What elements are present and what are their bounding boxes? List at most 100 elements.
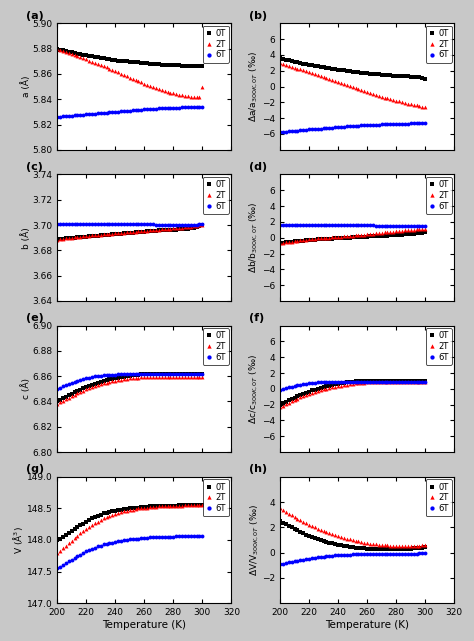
2T: [382, 229, 387, 237]
X-axis label: Temperature (K): Temperature (K): [325, 620, 409, 630]
Line: 0T: 0T: [278, 56, 427, 81]
0T: [197, 370, 202, 378]
0T: [86, 233, 92, 240]
0T: [54, 536, 60, 544]
6T: [422, 378, 428, 386]
6T: [98, 372, 103, 379]
6T: [86, 374, 92, 381]
X-axis label: Temperature (K): Temperature (K): [102, 620, 186, 630]
2T: [197, 373, 202, 381]
Legend: 0T, 2T, 6T: 0T, 2T, 6T: [203, 328, 229, 365]
6T: [173, 532, 179, 540]
6T: [81, 220, 86, 228]
Line: 2T: 2T: [55, 503, 204, 554]
0T: [147, 370, 153, 378]
6T: [327, 221, 332, 228]
2T: [309, 389, 315, 397]
2T: [54, 236, 60, 244]
2T: [150, 373, 156, 381]
2T: [159, 226, 164, 233]
2T: [86, 232, 92, 240]
Line: 0T: 0T: [55, 503, 204, 542]
2T: [277, 403, 283, 411]
2T: [382, 541, 387, 549]
Line: 6T: 6T: [55, 534, 204, 570]
6T: [162, 370, 167, 378]
0T: [150, 227, 156, 235]
0T: [419, 74, 425, 81]
Text: (b): (b): [248, 11, 267, 21]
2T: [422, 225, 428, 233]
2T: [200, 501, 205, 508]
2T: [373, 229, 379, 237]
6T: [150, 533, 156, 541]
6T: [385, 222, 391, 229]
0T: [159, 503, 164, 510]
0T: [197, 501, 202, 508]
0T: [153, 370, 159, 378]
2T: [324, 385, 329, 392]
0T: [159, 226, 164, 234]
2T: [150, 226, 156, 234]
6T: [324, 221, 329, 228]
6T: [171, 221, 176, 229]
0T: [373, 71, 379, 78]
6T: [321, 378, 327, 386]
2T: [98, 516, 103, 524]
0T: [324, 538, 329, 545]
Legend: 0T, 2T, 6T: 0T, 2T, 6T: [426, 479, 452, 516]
2T: [101, 379, 107, 387]
Y-axis label: Δc/c$_{300K,0T}$ (‰): Δc/c$_{300K,0T}$ (‰): [248, 354, 261, 424]
Text: (f): (f): [248, 313, 264, 323]
2T: [101, 515, 107, 522]
2T: [98, 380, 103, 388]
2T: [86, 57, 92, 65]
2T: [385, 378, 391, 386]
Y-axis label: ΔV/V$_{300K,0T}$ (‰): ΔV/V$_{300K,0T}$ (‰): [248, 504, 261, 576]
2T: [159, 86, 164, 94]
Line: 6T: 6T: [278, 551, 427, 566]
2T: [419, 378, 425, 386]
6T: [277, 128, 283, 136]
2T: [373, 91, 379, 99]
6T: [376, 222, 382, 229]
0T: [309, 62, 315, 69]
2T: [373, 378, 379, 386]
2T: [150, 83, 156, 91]
6T: [422, 119, 428, 127]
0T: [54, 236, 60, 244]
Line: 0T: 0T: [55, 372, 204, 403]
Y-axis label: Δb/b$_{300K,0T}$ (‰): Δb/b$_{300K,0T}$ (‰): [248, 202, 261, 273]
2T: [277, 504, 283, 512]
6T: [373, 121, 379, 128]
2T: [321, 527, 327, 535]
6T: [324, 553, 329, 560]
6T: [324, 124, 329, 132]
0T: [321, 383, 327, 391]
0T: [150, 503, 156, 510]
2T: [277, 239, 283, 247]
6T: [309, 126, 315, 133]
2T: [101, 62, 107, 70]
Line: 2T: 2T: [55, 375, 204, 406]
6T: [197, 370, 202, 378]
0T: [324, 235, 329, 243]
2T: [153, 373, 159, 381]
2T: [86, 385, 92, 392]
6T: [54, 113, 60, 121]
6T: [101, 109, 107, 117]
6T: [98, 109, 103, 117]
0T: [309, 533, 315, 541]
2T: [321, 234, 327, 242]
0T: [321, 537, 327, 545]
0T: [200, 501, 205, 508]
0T: [98, 378, 103, 386]
2T: [422, 541, 428, 549]
2T: [419, 542, 425, 549]
6T: [153, 221, 159, 228]
2T: [309, 522, 315, 530]
6T: [277, 386, 283, 394]
Y-axis label: c (Å): c (Å): [21, 378, 31, 399]
2T: [98, 231, 103, 238]
6T: [312, 221, 318, 228]
